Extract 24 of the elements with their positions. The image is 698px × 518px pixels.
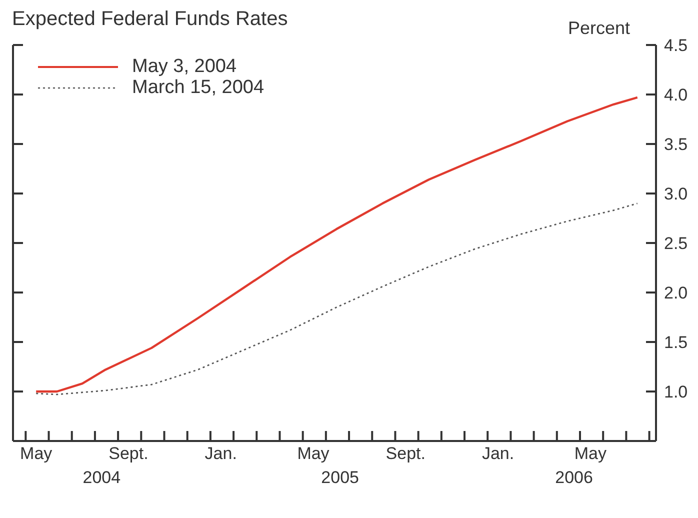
x2-tick-label: 2004 bbox=[82, 468, 121, 488]
chart-title: Expected Federal Funds Rates bbox=[12, 8, 288, 31]
y-tick-label: 4.5 bbox=[664, 36, 688, 55]
y-tick-label: 2.0 bbox=[664, 284, 688, 302]
y-axis-title: Percent bbox=[568, 18, 630, 39]
x-tick-label: May bbox=[574, 444, 607, 463]
x-tick-label: Jan. bbox=[482, 444, 514, 463]
y-tick-label: 1.0 bbox=[664, 382, 688, 402]
x-tick-label: May bbox=[20, 444, 53, 463]
legend-label: May 3, 2004 bbox=[132, 56, 237, 77]
y-tick-label: 4.0 bbox=[664, 86, 688, 104]
x2-tick-label: 2006 bbox=[555, 468, 593, 488]
y-tick-label: 1.5 bbox=[664, 333, 688, 352]
y-tick-label: 3.5 bbox=[664, 135, 688, 154]
legend-label: March 15, 2004 bbox=[132, 77, 264, 98]
line-series bbox=[35, 202, 638, 396]
x-tick-label: Jan. bbox=[204, 444, 237, 463]
line-series bbox=[34, 96, 638, 393]
x-tick-label: May bbox=[297, 444, 330, 463]
y-tick-label: 2.5 bbox=[664, 234, 688, 253]
x-tick-label: Sept. bbox=[386, 444, 426, 463]
x2-tick-label: 2005 bbox=[321, 468, 359, 488]
y-tick-label: 3.0 bbox=[664, 184, 688, 204]
x-tick-label: Sept. bbox=[108, 444, 148, 463]
